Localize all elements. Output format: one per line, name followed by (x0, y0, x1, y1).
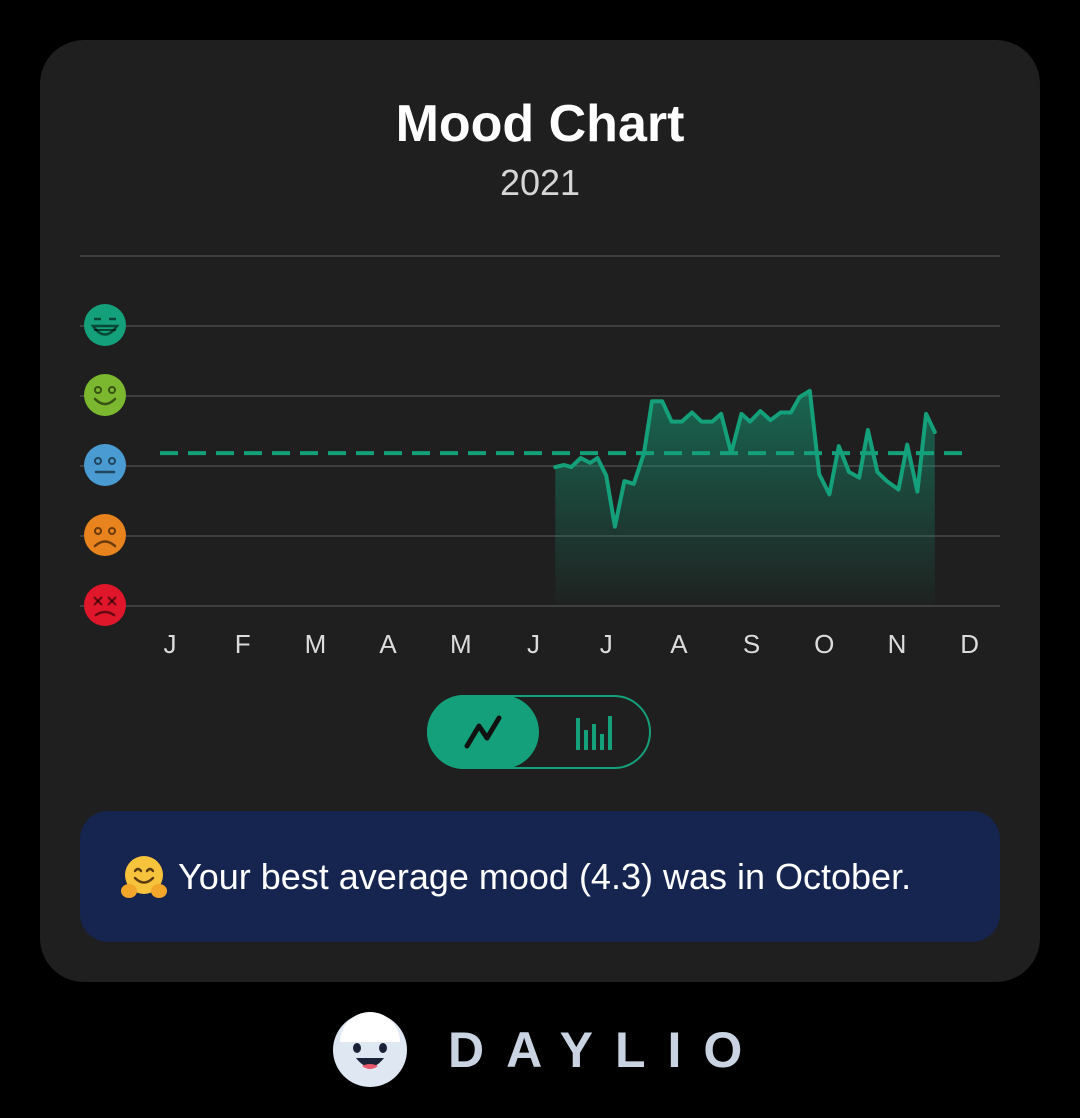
x-tick-label: D (960, 629, 979, 659)
mood-data-point (579, 456, 583, 460)
mood-data-point (690, 411, 694, 415)
mood-data-point (924, 412, 928, 416)
chart-type-toggle (427, 695, 651, 769)
mood-data-point (613, 525, 617, 529)
mood-data-point (847, 470, 851, 474)
mood-data-point (817, 472, 821, 476)
mood-data-point (866, 428, 870, 432)
daylio-logo-icon (333, 1012, 407, 1087)
bad-face-icon (84, 514, 126, 556)
mood-data-point (632, 482, 636, 486)
rad-face-icon (84, 304, 126, 346)
mood-data-point (588, 461, 592, 465)
line-chart-option[interactable] (427, 695, 539, 769)
x-tick-label: N (888, 629, 907, 659)
mood-data-point (660, 399, 664, 403)
mood-data-point (680, 420, 684, 424)
brand-name: DAYLIO (448, 1022, 765, 1078)
mood-data-point (562, 463, 566, 467)
mood-data-point (875, 470, 879, 474)
x-tick-label: M (450, 629, 472, 659)
mood-data-point (670, 420, 674, 424)
mood-data-point (769, 418, 773, 422)
bar-chart-option[interactable] (539, 697, 649, 767)
x-tick-label: J (164, 629, 177, 659)
mood-data-point (553, 465, 557, 469)
mood-data-point (596, 456, 600, 460)
mood-data-point (808, 389, 812, 393)
bar-chart-icon (576, 716, 612, 750)
mood-data-point (789, 411, 793, 415)
mood-data-point (642, 451, 646, 455)
mood-data-point (710, 420, 714, 424)
x-tick-label: J (527, 629, 540, 659)
mood-data-point (622, 479, 626, 483)
good-face-icon (84, 374, 126, 416)
x-tick-label: S (743, 629, 760, 659)
mood-data-point (719, 412, 723, 416)
mood-data-point (885, 479, 889, 483)
brand-footer: DAYLIO (332, 1012, 764, 1088)
mood-data-point (739, 412, 743, 416)
x-tick-label: M (305, 629, 327, 659)
mood-data-point (837, 444, 841, 448)
mood-data-point (729, 451, 733, 455)
mood-data-point (798, 395, 802, 399)
mood-data-point (604, 474, 608, 478)
mood-data-point (779, 411, 783, 415)
x-tick-label: A (670, 629, 688, 659)
awful-face-icon (84, 584, 126, 626)
mood-data-point (905, 443, 909, 447)
insight-text: Your best average mood (4.3) was in Octo… (178, 855, 912, 897)
chart-title: Mood Chart (395, 95, 685, 153)
x-tick-label: F (235, 629, 251, 659)
mood-data-point (758, 409, 762, 413)
meh-face-icon (84, 444, 126, 486)
mood-chart-card: Mood Chart 2021 J F M A M J J A S O N D (40, 40, 1040, 982)
mood-data-point (569, 465, 573, 469)
mood-line-series (553, 388, 937, 529)
mood-data-point (827, 492, 831, 496)
mood-data-point (897, 488, 901, 492)
mood-data-point (650, 399, 654, 403)
mood-data-point (857, 476, 861, 480)
insight-banner: Your best average mood (4.3) was in Octo… (80, 811, 1000, 942)
x-tick-label: O (814, 629, 834, 659)
hugging-face-icon (121, 855, 167, 898)
chart-year: 2021 (499, 162, 581, 203)
x-tick-label: A (379, 629, 397, 659)
mood-data-point (915, 490, 919, 494)
mood-data-point (748, 420, 752, 424)
mood-data-point (933, 430, 937, 434)
x-tick-label: J (600, 629, 613, 659)
mood-data-point (699, 420, 703, 424)
line-chart-icon (464, 715, 502, 749)
mood-area-fill (555, 390, 935, 606)
